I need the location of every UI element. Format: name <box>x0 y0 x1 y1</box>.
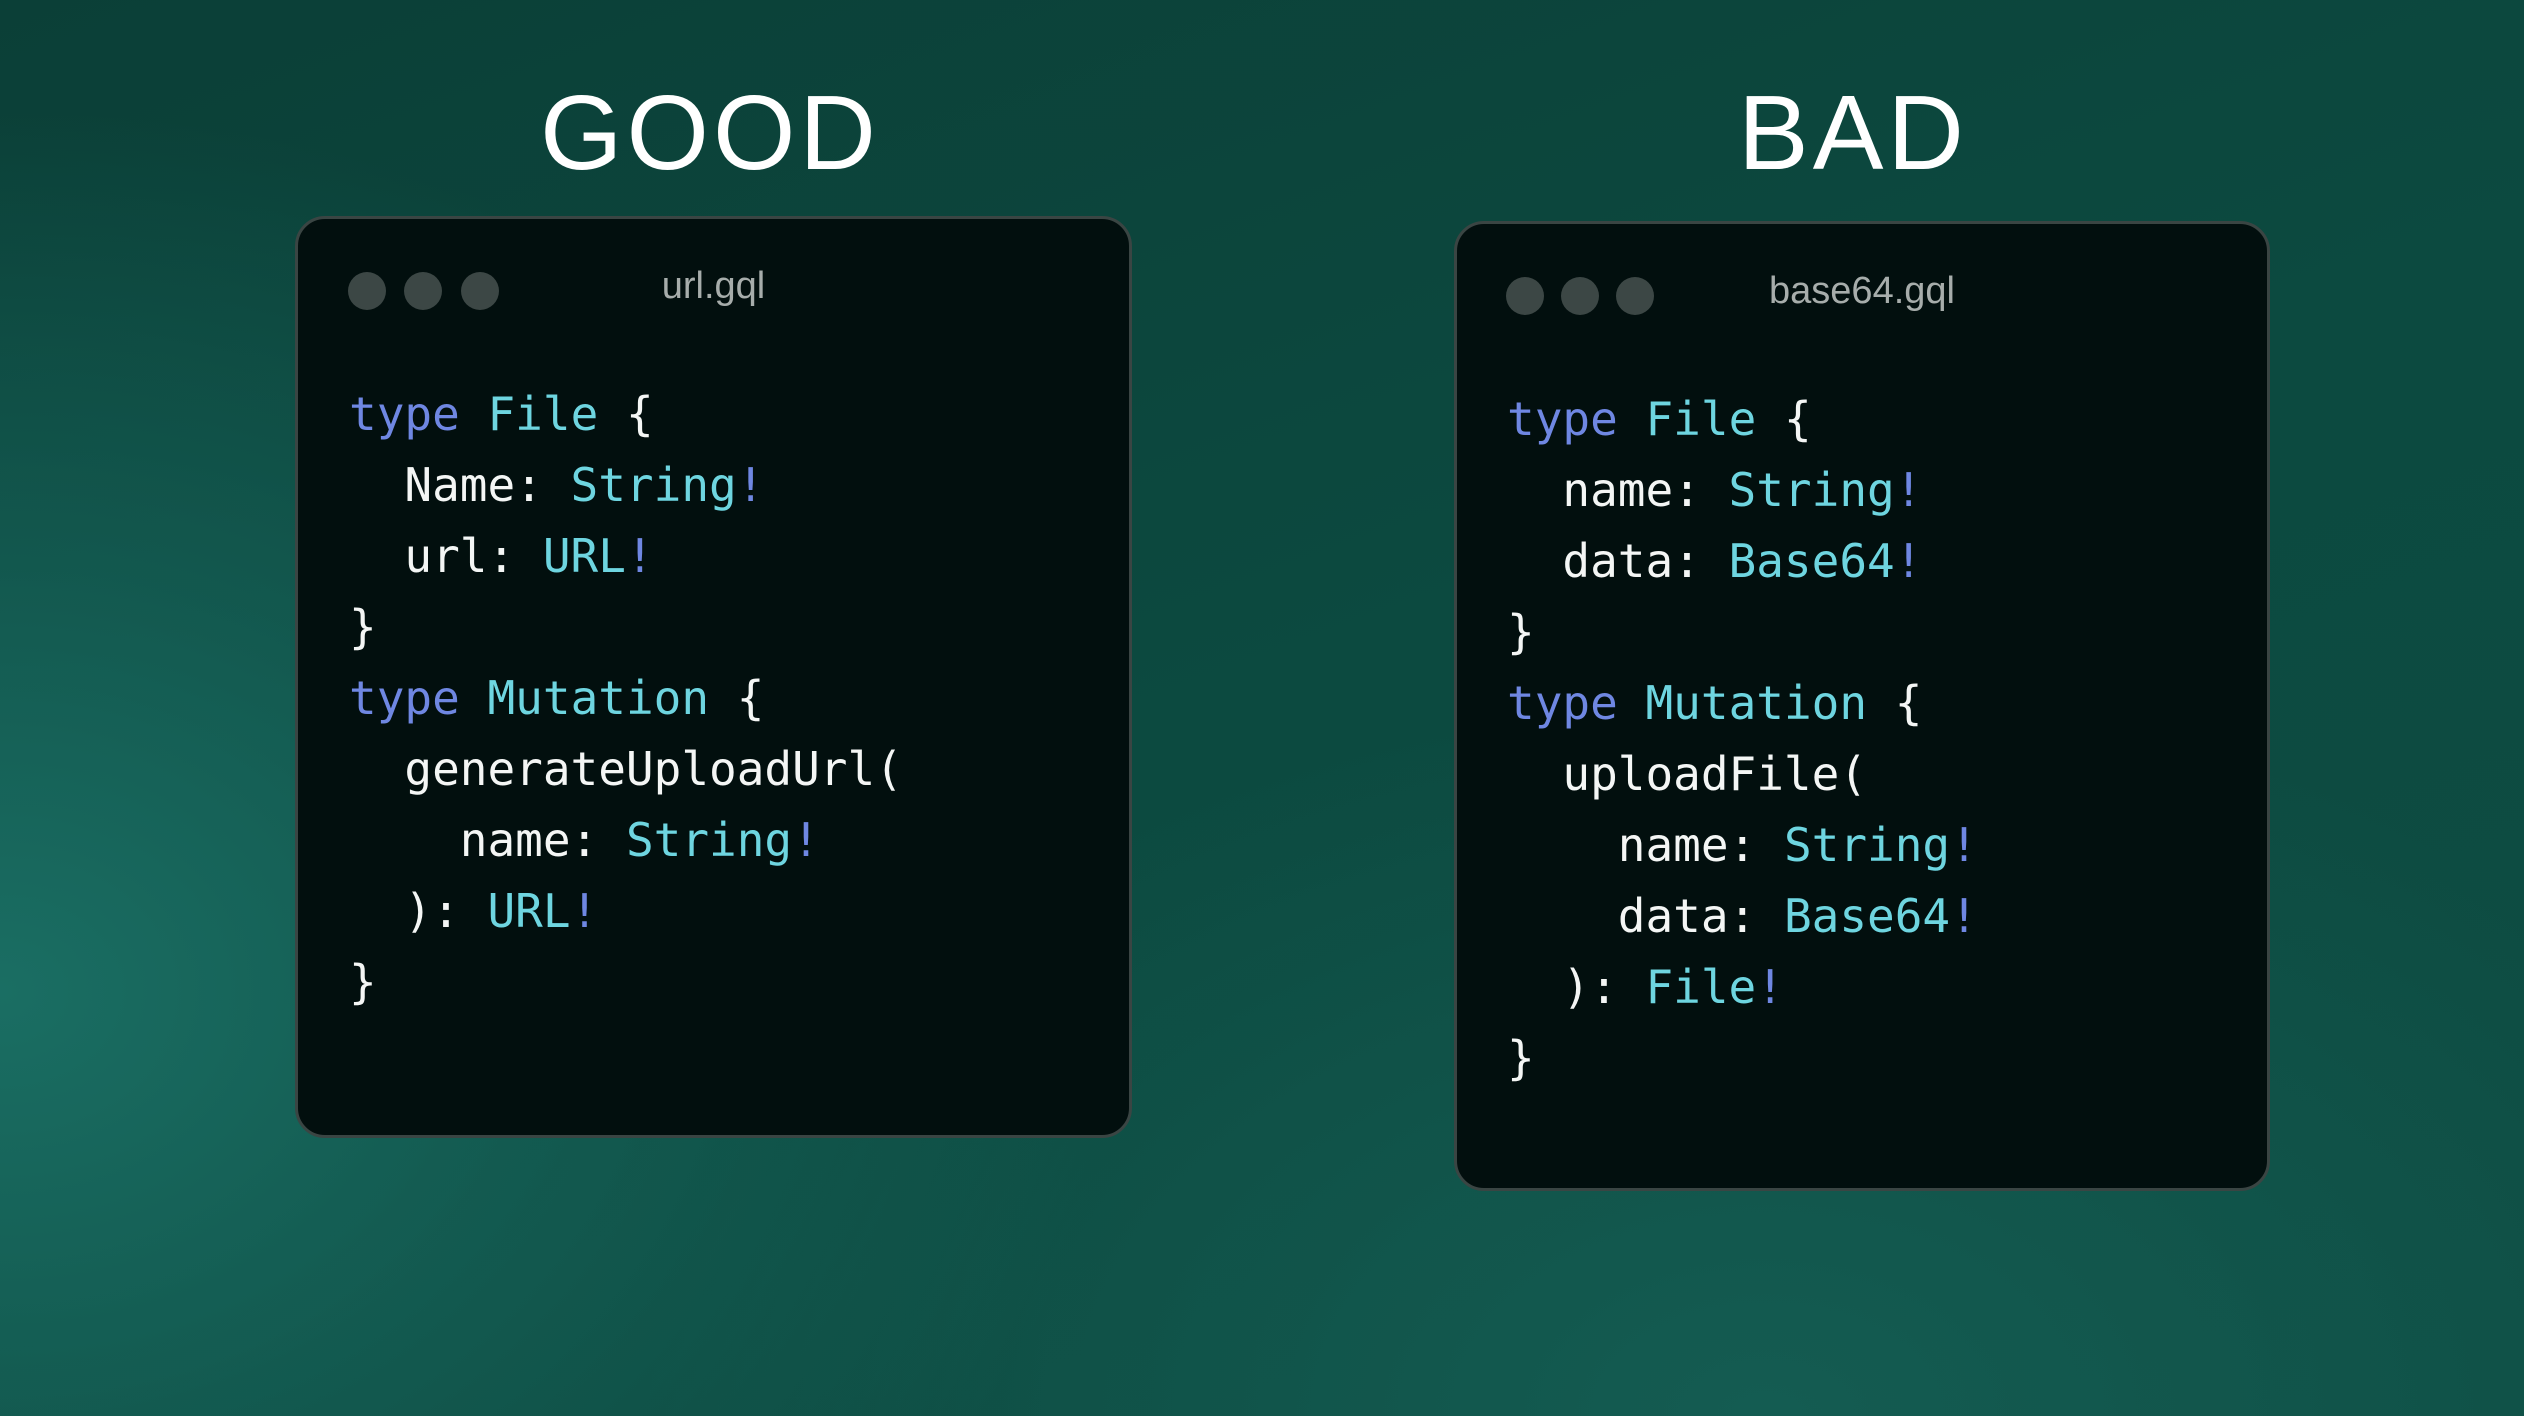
window-dot-icon <box>1561 277 1599 315</box>
code-token-ty: String <box>625 813 793 867</box>
code-line: } <box>349 592 903 663</box>
code-token-plain: { <box>709 671 765 725</box>
code-token-ty: String <box>570 458 737 512</box>
code-line: name: String! <box>1507 810 1978 881</box>
code-token-bang: ! <box>625 529 654 583</box>
code-token-ty: URL <box>487 884 571 938</box>
code-token-plain: { <box>1756 392 1812 446</box>
code-token-ty: Mutation <box>487 671 710 725</box>
code-token-plain: data: <box>1562 534 1729 588</box>
code-token-bang: ! <box>1950 889 1978 943</box>
code-token-plain: generateUploadUrl( <box>404 742 903 796</box>
code-token-plain: data: <box>1617 889 1784 943</box>
code-token-bang: ! <box>792 813 820 867</box>
good-heading: GOOD <box>540 74 880 192</box>
code-token-kw: type <box>1507 392 1618 446</box>
code-token-bang: ! <box>736 458 765 512</box>
code-token-kw: type <box>349 387 460 441</box>
code-token-plain: } <box>1507 1031 1535 1085</box>
code-line: type File { <box>1507 384 1978 455</box>
code-token-ty: File <box>1645 392 1757 446</box>
code-line: name: String! <box>1507 455 1978 526</box>
window-dot-icon <box>1506 277 1544 315</box>
code-line: data: Base64! <box>1507 881 1978 952</box>
code-line: url: URL! <box>349 521 903 592</box>
code-token-ty: URL <box>542 529 626 583</box>
code-line: generateUploadUrl( <box>349 734 903 805</box>
code-token-ty: File <box>487 387 599 441</box>
code-token-bang: ! <box>1950 818 1978 872</box>
window-filename: base64.gql <box>1769 270 1955 312</box>
code-token-ty: File <box>1645 960 1757 1014</box>
code-token-plain: { <box>598 387 654 441</box>
code-line: name: String! <box>349 805 903 876</box>
code-block: type File {name: String! data: Base64!} ty… <box>1507 384 1978 1094</box>
bad-heading: BAD <box>1738 74 1968 192</box>
code-token-ty: String <box>1728 463 1895 517</box>
code-line: } <box>349 947 903 1018</box>
window-filename: url.gql <box>661 265 766 307</box>
code-token-plain: ): <box>1562 960 1646 1014</box>
code-token-kw: type <box>1507 676 1618 730</box>
code-line: type Mutation { <box>349 663 903 734</box>
code-token-bang: ! <box>570 884 599 938</box>
code-token-ty: Base64 <box>1783 889 1951 943</box>
code-line: type File { <box>349 379 903 450</box>
code-token-plain: name: <box>1562 463 1729 517</box>
code-token-ty: Mutation <box>1645 676 1868 730</box>
code-token-plain <box>1618 392 1646 446</box>
code-token-bang: ! <box>1894 534 1923 588</box>
code-block: type File {Name: String! url: URL!} type M… <box>349 379 903 1018</box>
code-line: ): URL! <box>349 876 903 947</box>
code-token-plain: uploadFile( <box>1562 747 1868 801</box>
bad-code-window: base64.gql type File {name: String! data:… <box>1454 221 2270 1191</box>
code-token-plain <box>460 671 488 725</box>
window-dot-icon <box>404 272 442 310</box>
code-token-ty: Base64 <box>1728 534 1895 588</box>
code-token-plain: } <box>349 955 377 1009</box>
code-token-plain: } <box>1507 605 1535 659</box>
code-line: } <box>1507 1023 1978 1094</box>
code-token-plain: } <box>349 600 377 654</box>
code-line: type Mutation { <box>1507 668 1978 739</box>
code-line: Name: String! <box>349 450 903 521</box>
code-token-plain: ): <box>404 884 488 938</box>
code-token-plain: url: <box>404 529 543 583</box>
code-token-kw: type <box>349 671 460 725</box>
code-token-bang: ! <box>1894 463 1923 517</box>
code-token-ty: String <box>1783 818 1951 872</box>
window-dot-icon <box>461 272 499 310</box>
window-dot-icon <box>1616 277 1654 315</box>
code-line: uploadFile( <box>1507 739 1978 810</box>
code-token-plain: { <box>1867 676 1923 730</box>
code-token-plain <box>1618 676 1646 730</box>
code-token-plain: Name: <box>404 458 571 512</box>
code-token-plain: name: <box>1617 818 1784 872</box>
good-code-window: url.gql type File {Name: String! url: URL… <box>295 216 1132 1138</box>
code-line: } <box>1507 597 1978 668</box>
window-dot-icon <box>348 272 386 310</box>
code-token-plain <box>460 387 488 441</box>
code-token-bang: ! <box>1756 960 1784 1014</box>
code-token-plain: name: <box>459 813 626 867</box>
code-line: data: Base64! <box>1507 526 1978 597</box>
code-line: ): File! <box>1507 952 1978 1023</box>
